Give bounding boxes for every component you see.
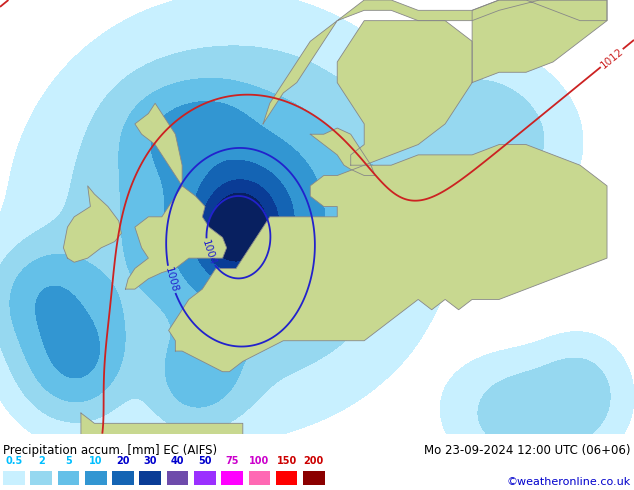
Bar <box>167 471 188 486</box>
Bar <box>221 471 243 486</box>
Bar <box>30 471 52 486</box>
Text: 150: 150 <box>276 456 297 466</box>
Polygon shape <box>169 145 607 372</box>
Polygon shape <box>263 0 607 124</box>
Polygon shape <box>74 413 243 490</box>
Text: 40: 40 <box>171 456 184 466</box>
Text: 5: 5 <box>65 456 72 466</box>
Text: Mo 23-09-2024 12:00 UTC (06+06): Mo 23-09-2024 12:00 UTC (06+06) <box>424 444 631 457</box>
Bar <box>194 471 216 486</box>
Polygon shape <box>472 0 607 83</box>
Text: 20: 20 <box>116 456 130 466</box>
Text: 0.5: 0.5 <box>5 456 23 466</box>
Text: ©weatheronline.co.uk: ©weatheronline.co.uk <box>507 477 631 487</box>
Polygon shape <box>63 186 121 262</box>
Text: 75: 75 <box>225 456 239 466</box>
Polygon shape <box>337 21 472 165</box>
Bar <box>303 471 325 486</box>
Bar <box>249 471 270 486</box>
Bar <box>3 471 25 486</box>
Text: 30: 30 <box>143 456 157 466</box>
Bar <box>276 471 297 486</box>
Bar <box>58 471 79 486</box>
Text: Precipitation accum. [mm] EC (AIFS): Precipitation accum. [mm] EC (AIFS) <box>3 444 217 457</box>
Bar <box>112 471 134 486</box>
Text: 100: 100 <box>249 456 269 466</box>
Bar <box>85 471 107 486</box>
Bar <box>139 471 161 486</box>
Text: 1008: 1008 <box>163 266 179 294</box>
Text: 10: 10 <box>89 456 103 466</box>
Text: 200: 200 <box>304 456 324 466</box>
Text: 1004: 1004 <box>200 238 217 266</box>
Text: 1012: 1012 <box>598 46 625 70</box>
Polygon shape <box>310 128 375 175</box>
Text: 2: 2 <box>38 456 44 466</box>
Polygon shape <box>126 103 226 289</box>
Text: 50: 50 <box>198 456 212 466</box>
